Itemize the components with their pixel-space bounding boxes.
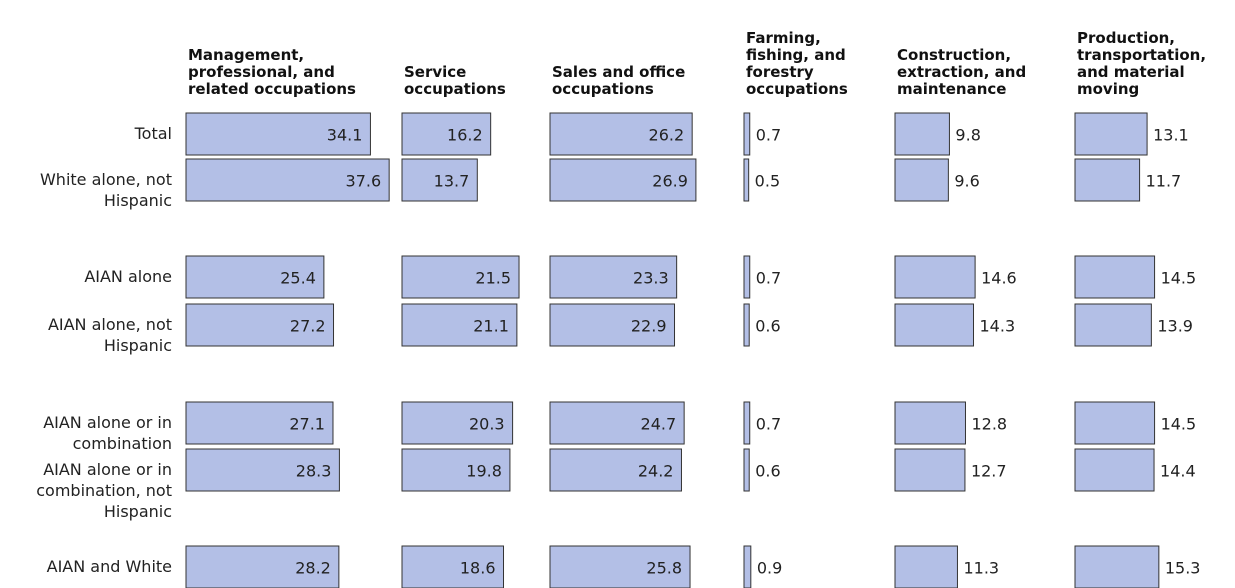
bar [401, 448, 511, 492]
row-label: Total [134, 124, 172, 143]
panel-header: Management, professional, and related oc… [188, 46, 356, 98]
value-label: 28.2 [295, 559, 331, 578]
bar [401, 112, 492, 156]
value-label: 18.6 [460, 559, 496, 578]
bar [185, 158, 390, 202]
bar [743, 401, 751, 445]
value-label: 13.1 [1153, 126, 1189, 145]
bar [185, 545, 340, 588]
value-label: 27.2 [290, 317, 326, 336]
bar [549, 401, 685, 445]
value-label: 14.5 [1161, 269, 1197, 288]
value-label: 19.8 [466, 462, 502, 481]
row-label: AIAN alone or in combination, not Hispan… [36, 460, 172, 521]
bar [1074, 448, 1155, 492]
bar [401, 158, 478, 202]
bar [185, 448, 340, 492]
value-label: 14.5 [1161, 415, 1197, 434]
bar [549, 112, 693, 156]
value-label: 12.8 [971, 415, 1007, 434]
bar [743, 255, 751, 299]
row-label: AIAN alone [84, 267, 172, 286]
bar [401, 401, 514, 445]
panel-header: Sales and office occupations [552, 63, 686, 98]
bar [401, 545, 505, 588]
value-label: 13.9 [1157, 317, 1193, 336]
value-label: 11.7 [1146, 172, 1182, 191]
value-label: 34.1 [327, 126, 363, 145]
row-label: AIAN alone or in combination [43, 413, 172, 453]
value-label: 0.6 [755, 462, 780, 481]
bar [894, 401, 966, 445]
bar [894, 545, 958, 588]
row-label: White alone, not Hispanic [39, 170, 172, 210]
value-label: 14.3 [980, 317, 1016, 336]
value-label: 25.4 [280, 269, 316, 288]
value-label: 25.8 [646, 559, 682, 578]
bar [185, 303, 335, 347]
bar [743, 303, 750, 347]
bar [894, 303, 975, 347]
value-label: 20.3 [469, 415, 505, 434]
bar [549, 448, 682, 492]
value-label: 9.6 [954, 172, 979, 191]
value-label: 28.3 [296, 462, 332, 481]
value-label: 15.3 [1165, 559, 1201, 578]
bar [549, 303, 676, 347]
bar [1074, 401, 1156, 445]
row-label: AIAN and White [46, 557, 172, 576]
panel-header: Production, transportation, and material… [1077, 29, 1207, 98]
bar [401, 303, 518, 347]
bar [401, 255, 520, 299]
bar [549, 545, 691, 588]
value-label: 0.6 [755, 317, 780, 336]
bar [743, 158, 750, 202]
bar [1074, 545, 1160, 588]
value-label: 23.3 [633, 269, 669, 288]
bar [185, 401, 334, 445]
bar [894, 158, 949, 202]
bar [1074, 158, 1141, 202]
value-label: 9.8 [955, 126, 980, 145]
value-label: 0.9 [757, 559, 782, 578]
value-label: 0.5 [755, 172, 780, 191]
value-label: 13.7 [434, 172, 470, 191]
value-label: 21.1 [473, 317, 509, 336]
value-label: 27.1 [289, 415, 325, 434]
bar [1074, 112, 1148, 156]
value-label: 26.9 [652, 172, 688, 191]
panel-header: Construction, extraction, and maintenanc… [897, 46, 1027, 98]
bar [743, 448, 750, 492]
bar [1074, 303, 1152, 347]
bar [894, 112, 950, 156]
value-label: 22.9 [631, 317, 667, 336]
value-label: 0.7 [756, 269, 781, 288]
bar [743, 112, 751, 156]
bar [185, 255, 325, 299]
value-label: 14.6 [981, 269, 1017, 288]
value-label: 24.2 [638, 462, 674, 481]
bar [894, 255, 976, 299]
bar [185, 112, 371, 156]
row-label: AIAN alone, not Hispanic [47, 315, 172, 355]
bar [549, 255, 678, 299]
bar [743, 545, 752, 588]
value-label: 11.3 [963, 559, 999, 578]
panel-header: Farming, fishing, and forestry occupatio… [746, 29, 848, 98]
value-label: 37.6 [346, 172, 382, 191]
value-label: 14.4 [1160, 462, 1196, 481]
value-label: 24.7 [641, 415, 677, 434]
value-label: 16.2 [447, 126, 483, 145]
bar [894, 448, 966, 492]
value-label: 0.7 [756, 415, 781, 434]
panel-header: Service occupations [404, 63, 506, 98]
bar [549, 158, 697, 202]
value-label: 26.2 [649, 126, 685, 145]
value-label: 21.5 [475, 269, 511, 288]
value-label: 12.7 [971, 462, 1007, 481]
bar [1074, 255, 1156, 299]
value-label: 0.7 [756, 126, 781, 145]
